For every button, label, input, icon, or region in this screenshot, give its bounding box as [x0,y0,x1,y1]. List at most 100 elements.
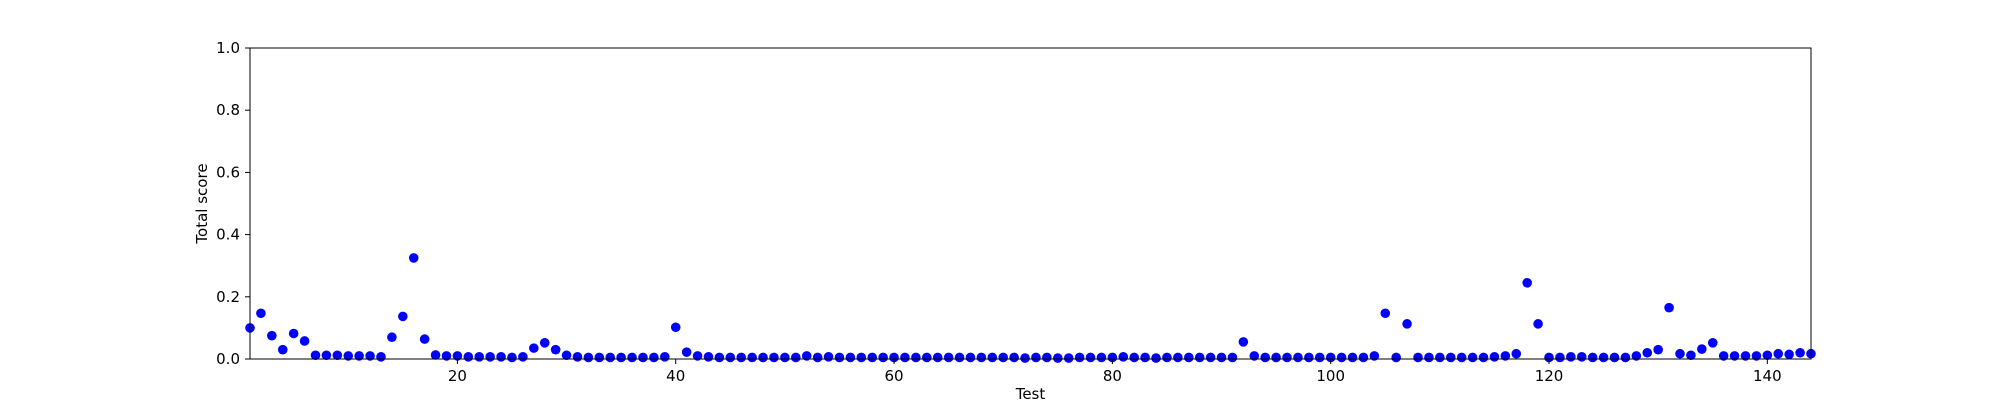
data-point [1347,352,1358,363]
data-point [474,352,485,362]
data-point [1173,352,1183,363]
data-point [921,352,932,363]
data-point [310,350,321,361]
data-point [616,352,626,363]
data-point [1718,351,1729,361]
data-point [1227,352,1238,363]
y-tick-label: 0.8 [216,101,240,119]
data-point [452,351,463,361]
data-point [365,351,375,361]
data-point [911,352,921,363]
data-point [1205,352,1216,363]
data-point [1500,351,1511,361]
data-point [660,352,670,362]
data-point [1686,350,1696,361]
data-point [736,352,747,363]
data-point [539,338,550,348]
data-point [1522,278,1532,288]
data-points [245,253,1816,363]
data-point [1249,351,1260,361]
data-point [812,352,823,363]
data-point [965,352,976,363]
data-point [529,343,539,353]
data-point [267,330,277,341]
data-point [1260,352,1270,363]
data-point [332,350,343,361]
data-point [1795,347,1805,358]
data-point [1052,353,1063,363]
data-point [1358,352,1369,363]
plot-frame [249,47,1812,360]
data-point [845,352,856,363]
data-point [758,352,768,363]
x-tick-label: 60 [885,367,904,385]
data-point [605,352,616,363]
data-point [627,352,637,363]
y-axis-label: Total score [193,163,211,244]
data-point [703,352,714,362]
data-point [692,351,703,361]
data-point [998,352,1009,363]
data-point [1555,352,1565,363]
data-point [518,352,528,362]
data-point [1304,352,1314,363]
data-point [725,352,736,363]
data-point [987,352,998,363]
x-tick-label: 100 [1316,367,1345,385]
data-point [1533,319,1543,329]
data-point [1183,352,1194,363]
data-point [256,308,266,319]
data-point [823,352,834,362]
data-point [398,311,408,322]
data-point [780,352,790,363]
data-point [583,352,594,363]
data-point [1598,352,1609,363]
data-point [1424,352,1434,363]
data-point [747,352,757,363]
data-point [1413,352,1423,363]
data-point [430,350,441,360]
data-point [670,322,681,333]
data-point [1631,351,1642,361]
data-point [1478,352,1489,363]
data-point [507,352,517,363]
data-point [1435,352,1445,363]
data-point [1664,302,1674,313]
y-tick-label: 0.0 [216,350,240,368]
data-point [1675,348,1685,359]
data-point [1544,352,1554,363]
data-point [1609,352,1620,363]
data-point [277,344,288,355]
data-point [714,352,725,363]
data-point [550,344,561,355]
data-point [1653,344,1663,355]
data-point [1194,352,1205,363]
data-point [376,352,386,362]
data-point [1042,352,1052,363]
data-point [1325,352,1336,363]
data-point [834,352,845,363]
data-point [463,352,474,362]
data-point [1751,351,1762,361]
data-point [1118,352,1129,362]
data-point [954,352,965,363]
data-point [1085,352,1096,363]
data-point [1489,352,1500,362]
data-point [408,253,419,263]
data-point [1140,352,1150,363]
data-point [1238,337,1249,347]
data-point [1282,352,1292,363]
data-point [441,351,452,361]
x-tick-label: 120 [1535,367,1564,385]
data-point [594,352,605,363]
data-point [1107,352,1118,363]
data-point [1566,352,1576,362]
data-point [1707,338,1718,348]
data-point [791,352,801,363]
data-point [1369,351,1380,361]
data-point [900,352,910,363]
data-point [354,351,364,361]
data-point [1009,352,1019,363]
data-point [1074,352,1085,363]
data-point [1336,352,1347,363]
